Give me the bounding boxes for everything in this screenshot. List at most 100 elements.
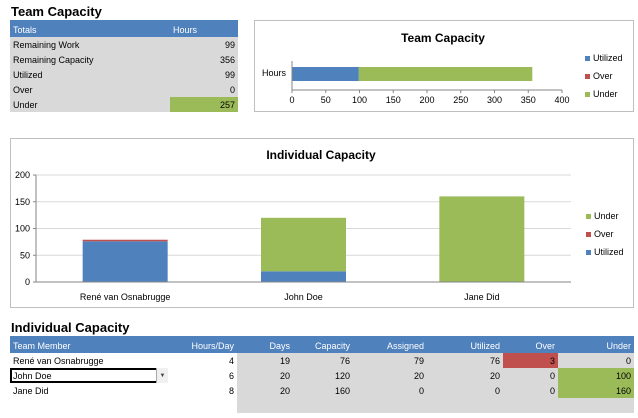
- legend-label-over: Over: [594, 229, 614, 239]
- team-x-tick-label: 0: [289, 95, 294, 105]
- cell-capacity[interactable]: 120: [293, 368, 353, 383]
- cell-capacity[interactable]: 76: [293, 353, 353, 368]
- bar-over-ren-van-osnabrugge[interactable]: [82, 239, 168, 242]
- individual-capacity-chart[interactable]: Individual Capacity 0 50 100 150 200 René va…: [10, 138, 634, 308]
- empty-cell[interactable]: [353, 398, 427, 413]
- row-label-remaining-capacity[interactable]: Remaining Capacity: [10, 52, 170, 67]
- legend-label-under: Under: [594, 211, 619, 221]
- team-x-tick-label: 300: [487, 95, 502, 105]
- row-value-over[interactable]: 0: [170, 82, 238, 97]
- team-x-tick-label: 350: [521, 95, 536, 105]
- y-tick-label: 150: [15, 197, 30, 207]
- row-value-utilized[interactable]: 99: [170, 67, 238, 82]
- cell-over[interactable]: 0: [503, 383, 558, 398]
- individual-chart-title: Individual Capacity: [266, 148, 376, 162]
- table-row: Utilized 99: [10, 67, 238, 82]
- legend-swatch-over: [586, 232, 591, 237]
- cell-hours-per-day[interactable]: 6: [168, 368, 237, 383]
- empty-cell[interactable]: [293, 398, 353, 413]
- row-value-remaining-capacity[interactable]: 356: [170, 52, 238, 67]
- cell-over[interactable]: 0: [503, 368, 558, 383]
- cell-hours-per-day[interactable]: 4: [168, 353, 237, 368]
- header-totals[interactable]: Totals: [10, 22, 170, 37]
- x-category-label: John Doe: [284, 292, 323, 302]
- bar-under-jane-did[interactable]: [439, 196, 525, 282]
- cell-team-member[interactable]: René van Osnabrugge: [10, 353, 168, 368]
- cell-days[interactable]: 20: [237, 383, 293, 398]
- empty-cell[interactable]: [558, 398, 634, 413]
- dropdown-selected-value: John Doe: [13, 370, 52, 381]
- bar-utilized-ren-van-osnabrugge[interactable]: [82, 241, 168, 282]
- legend-label-over: Over: [593, 71, 613, 81]
- legend-swatch-utilized: [585, 56, 590, 61]
- chevron-down-icon[interactable]: ▼: [156, 368, 168, 383]
- cell-under[interactable]: 160: [558, 383, 634, 398]
- team-x-tick-label: 100: [352, 95, 367, 105]
- team-x-tick-label: 250: [453, 95, 468, 105]
- team-bar-utilized[interactable]: [292, 67, 359, 81]
- team-chart-category-label: Hours: [262, 68, 287, 78]
- header-under[interactable]: Under: [558, 338, 634, 353]
- y-tick-label: 50: [20, 250, 30, 260]
- header-hours-per-day[interactable]: Hours/Day: [168, 338, 237, 353]
- row-label-under[interactable]: Under: [10, 97, 170, 112]
- individual-capacity-title-underline: [10, 336, 634, 338]
- row-label-over[interactable]: Over: [10, 82, 170, 97]
- bar-utilized-john-doe[interactable]: [261, 271, 346, 282]
- cell-assigned[interactable]: 20: [353, 368, 427, 383]
- header-hours[interactable]: Hours: [170, 22, 238, 37]
- legend-label-utilized: Utilized: [593, 53, 623, 63]
- row-value-remaining-work[interactable]: 99: [170, 37, 238, 52]
- header-team-member[interactable]: Team Member: [10, 338, 168, 353]
- table-row: Jane Did 8 20 160 0 0 0 160: [10, 383, 634, 398]
- cell-utilized[interactable]: 0: [427, 383, 503, 398]
- table-row: Remaining Capacity 356: [10, 52, 238, 67]
- row-value-under[interactable]: 257: [170, 97, 238, 112]
- cell-capacity[interactable]: 160: [293, 383, 353, 398]
- cell-under[interactable]: 0: [558, 353, 634, 368]
- cell-days[interactable]: 20: [237, 368, 293, 383]
- empty-cell[interactable]: [168, 398, 237, 413]
- team-capacity-chart[interactable]: Team Capacity Hours 0 50 100 150 200 250 300 35…: [254, 20, 634, 112]
- cell-assigned[interactable]: 79: [353, 353, 427, 368]
- legend-swatch-under: [585, 92, 590, 97]
- header-assigned[interactable]: Assigned: [353, 338, 427, 353]
- team-bar-under[interactable]: [358, 67, 533, 81]
- cell-assigned[interactable]: 0: [353, 383, 427, 398]
- team-capacity-title: Team Capacity: [11, 4, 102, 19]
- table-row: René van Osnabrugge 4 19 76 79 76 3 0: [10, 353, 634, 368]
- empty-cell[interactable]: [10, 398, 168, 413]
- y-tick-label: 200: [15, 170, 30, 180]
- cell-utilized[interactable]: 76: [427, 353, 503, 368]
- legend-swatch-utilized: [586, 250, 591, 255]
- header-utilized[interactable]: Utilized: [427, 338, 503, 353]
- individual-capacity-title: Individual Capacity: [11, 320, 130, 335]
- header-over[interactable]: Over: [503, 338, 558, 353]
- table-row-empty: [10, 398, 634, 413]
- y-tick-label: 0: [25, 277, 30, 287]
- empty-cell[interactable]: [427, 398, 503, 413]
- header-capacity[interactable]: Capacity: [293, 338, 353, 353]
- header-days[interactable]: Days: [237, 338, 293, 353]
- empty-cell[interactable]: [237, 398, 293, 413]
- row-label-utilized[interactable]: Utilized: [10, 67, 170, 82]
- cell-over[interactable]: 3: [503, 353, 558, 368]
- cell-under[interactable]: 100: [558, 368, 634, 383]
- team-chart-title: Team Capacity: [401, 31, 485, 45]
- bar-under-john-doe[interactable]: [261, 217, 346, 272]
- team-member-dropdown[interactable]: John Doe ▼: [10, 368, 168, 383]
- cell-team-member[interactable]: Jane Did: [10, 383, 168, 398]
- table-row: Remaining Work 99: [10, 37, 238, 52]
- cell-hours-per-day[interactable]: 8: [168, 383, 237, 398]
- table-row: John Doe ▼ 6 20 120 20 20 0 100: [10, 368, 634, 383]
- x-category-label: René van Osnabrugge: [80, 292, 171, 302]
- legend-swatch-over: [585, 74, 590, 79]
- legend-label-under: Under: [593, 89, 618, 99]
- empty-cell[interactable]: [503, 398, 558, 413]
- row-label-remaining-work[interactable]: Remaining Work: [10, 37, 170, 52]
- cell-days[interactable]: 19: [237, 353, 293, 368]
- team-capacity-table: Totals Hours Remaining Work 99 Remaining…: [10, 22, 238, 112]
- cell-utilized[interactable]: 20: [427, 368, 503, 383]
- team-x-tick-label: 150: [386, 95, 401, 105]
- team-x-tick-label: 200: [419, 95, 434, 105]
